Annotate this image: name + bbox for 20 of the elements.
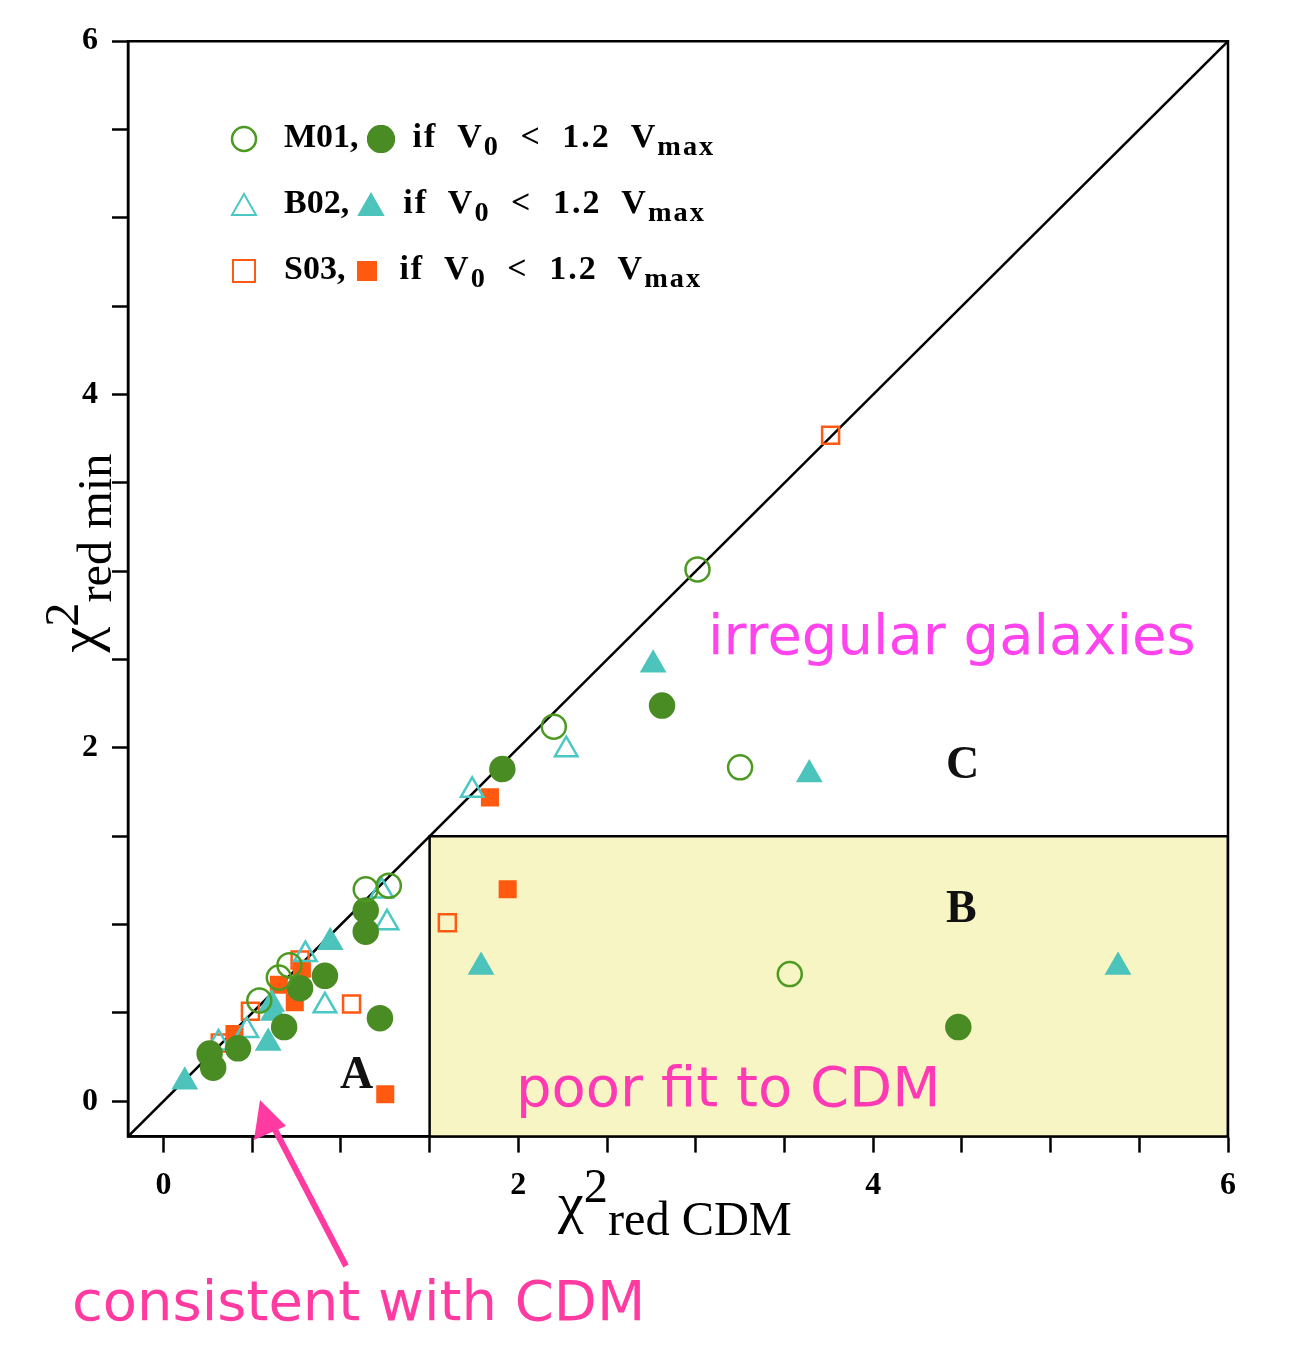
legend-label: B02, bbox=[284, 182, 350, 220]
y-tick-label: 0 bbox=[82, 1080, 98, 1117]
y-tick-label: 2 bbox=[82, 727, 98, 764]
x-tick-label: 0 bbox=[155, 1165, 172, 1202]
legend-label: if V$_{0}$ < 1.2 V$_{max}$ bbox=[399, 248, 703, 293]
y-tick-label: 6 bbox=[82, 20, 98, 57]
annotation: poor fit to CDM bbox=[516, 1054, 941, 1119]
legend-label: M01, bbox=[284, 117, 359, 154]
legend-label: if V$_{0}$ < 1.2 V$_{max}$ bbox=[403, 182, 706, 227]
annotation: irregular galaxies bbox=[708, 602, 1196, 667]
legend-label: S03, bbox=[284, 248, 346, 286]
annotation: C bbox=[946, 737, 980, 789]
text: consistent with CDM bbox=[72, 1268, 646, 1333]
y-tick-label: 4 bbox=[82, 373, 98, 410]
annotation: A bbox=[340, 1047, 374, 1099]
legend-label: if V$_{0}$ < 1.2 V$_{max}$ bbox=[412, 117, 716, 161]
annotation: B bbox=[946, 881, 977, 933]
x-tick-label: 2 bbox=[510, 1165, 527, 1202]
x-tick-label: 4 bbox=[865, 1165, 882, 1202]
x-tick-label: 6 bbox=[1220, 1165, 1236, 1202]
